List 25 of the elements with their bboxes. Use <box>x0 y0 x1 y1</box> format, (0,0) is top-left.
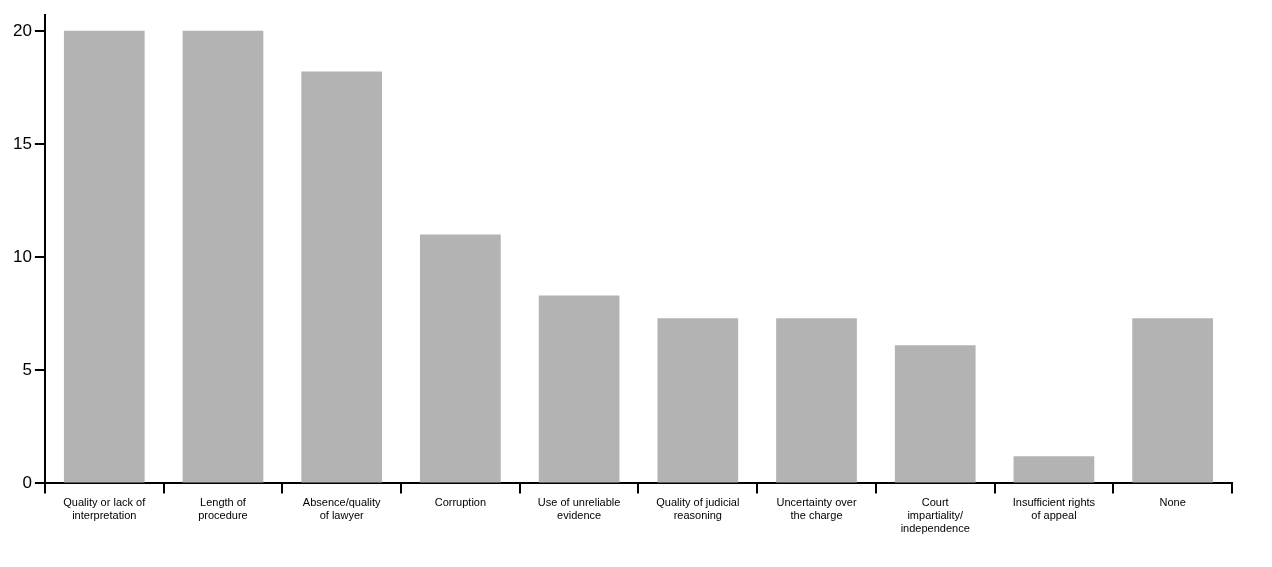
x-tick-label: Quality of judicial reasoning <box>656 496 740 522</box>
y-tick-label: 5 <box>22 359 32 379</box>
bar <box>182 30 264 483</box>
x-tick-label: Court impartiality/ independence <box>900 496 970 535</box>
x-tick-label: Use of unreliable evidence <box>537 496 621 522</box>
bar <box>657 318 739 483</box>
x-tick-label: Corruption <box>434 496 487 509</box>
y-tick-label: 10 <box>12 246 32 266</box>
bar <box>1132 318 1214 483</box>
x-tick-label: Insufficient rights of appeal <box>1012 496 1096 522</box>
y-tick-label: 15 <box>12 133 32 153</box>
bar <box>894 345 976 483</box>
y-tick-label: 0 <box>22 473 32 493</box>
x-tick-label: Uncertainty over the charge <box>776 496 857 522</box>
x-tick-label: None <box>1159 496 1186 509</box>
bar <box>420 234 501 483</box>
bar <box>538 295 620 483</box>
x-tick-label: Absence/quality of lawyer <box>302 496 382 522</box>
bar <box>1013 456 1095 483</box>
bar <box>63 30 145 483</box>
x-tick-label: Quality or lack of interpretation <box>63 496 147 522</box>
x-tick-label: Length of procedure <box>198 496 248 522</box>
bar <box>301 71 383 483</box>
y-tick-label: 20 <box>12 20 32 40</box>
bar <box>776 318 857 483</box>
